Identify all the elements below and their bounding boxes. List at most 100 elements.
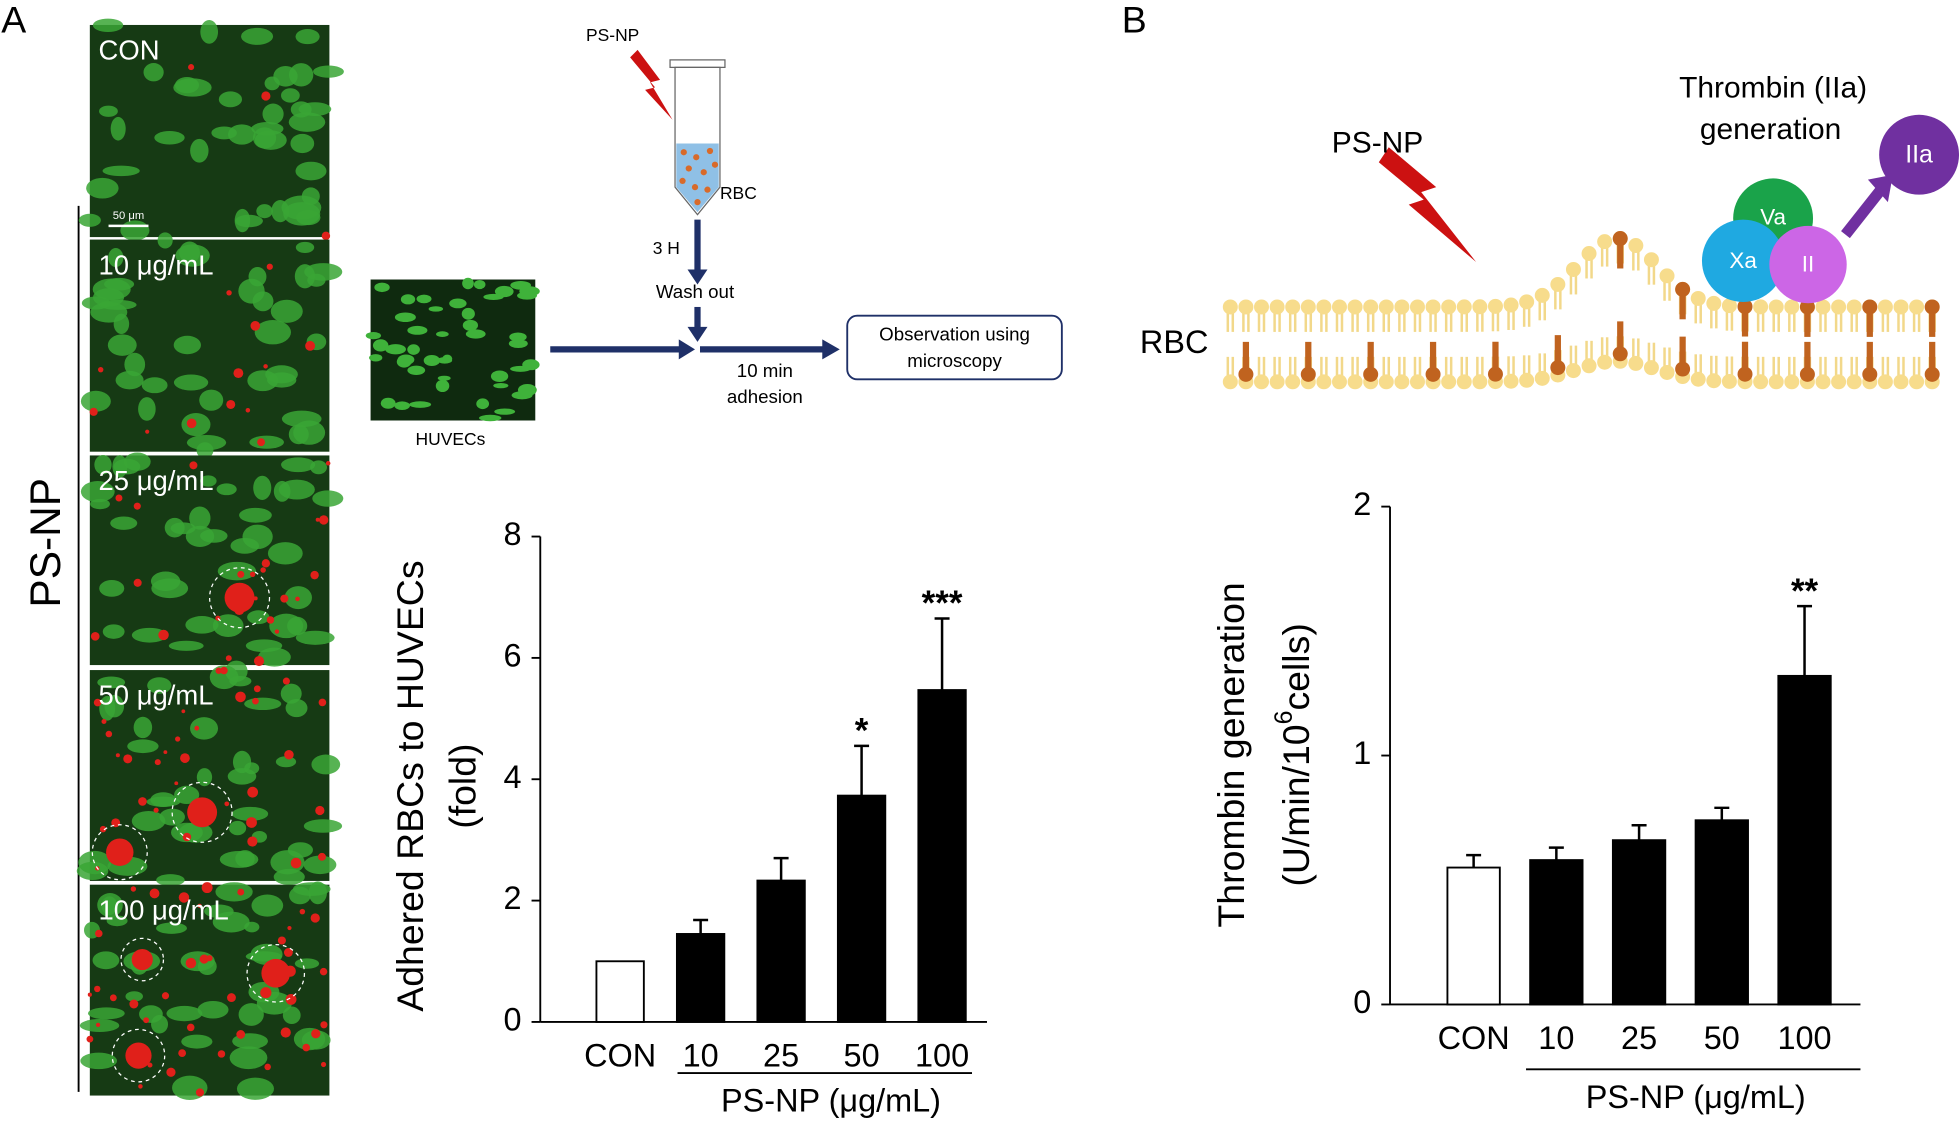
ps-head [1799, 366, 1815, 382]
cell [186, 434, 227, 451]
rbc [166, 1067, 176, 1077]
cell [80, 1052, 118, 1070]
cell [479, 414, 502, 422]
lipid-head [1706, 295, 1722, 311]
rbc [261, 559, 271, 568]
cell [294, 264, 316, 289]
cell [147, 677, 172, 694]
rbc [311, 1029, 321, 1039]
cell [281, 457, 316, 473]
ps-head [1862, 366, 1878, 382]
cell [110, 516, 138, 530]
cell [258, 647, 291, 667]
cell [217, 561, 257, 581]
cell [400, 294, 416, 305]
x-axis-label: PS-NP (μg/mL) [1586, 1079, 1806, 1115]
cell [312, 490, 344, 507]
ps-head [1425, 366, 1441, 382]
cell [397, 354, 415, 365]
cell [264, 76, 280, 91]
cell [290, 133, 315, 154]
cell [215, 882, 253, 902]
cell [281, 410, 322, 428]
cell [295, 29, 320, 45]
rbc [315, 805, 325, 816]
cell [380, 397, 396, 409]
bar [595, 960, 645, 1023]
cell [229, 1046, 268, 1070]
lipid-head [1269, 299, 1285, 315]
rbc-dots [679, 147, 719, 206]
lightning [1378, 147, 1477, 263]
y-tick-label: 2 [504, 880, 522, 916]
cell [374, 282, 390, 293]
cell [407, 365, 426, 376]
bar [917, 689, 967, 1023]
title-label: Thrombin (IIa) [1679, 72, 1867, 105]
error-bar [1714, 806, 1730, 821]
rbc [325, 461, 331, 466]
rbc [235, 691, 246, 703]
cell [98, 299, 137, 310]
error-bar [1797, 604, 1813, 676]
cell [86, 177, 119, 199]
cell [278, 479, 315, 500]
rbc [158, 629, 169, 641]
lipid-head [1721, 373, 1737, 389]
cell [199, 389, 224, 411]
cell [199, 475, 217, 487]
iia [1879, 114, 1959, 195]
cell [189, 506, 211, 530]
time-label: 3 H [653, 238, 680, 258]
y-axis-label: Thrombin generation [1210, 582, 1252, 927]
cell [449, 298, 467, 309]
rbc-cluster [187, 797, 218, 828]
scale-bar-label: 50 μm [113, 210, 144, 222]
error-bar [1631, 823, 1647, 841]
rbc [138, 1084, 143, 1089]
cell [407, 325, 428, 335]
cell [102, 624, 125, 639]
rbc [302, 1043, 311, 1052]
lipid-head [1316, 299, 1332, 315]
lipid-head [1846, 299, 1862, 315]
rbc [97, 366, 104, 373]
lipid-head [1222, 299, 1238, 315]
cell [166, 1005, 203, 1022]
lipid-head [1347, 374, 1363, 390]
cell [139, 1005, 163, 1023]
rbc [283, 948, 293, 957]
x-tick-label: CON [1438, 1020, 1510, 1056]
lipid-head [1893, 299, 1909, 315]
cell [290, 101, 312, 118]
lipid-head [1300, 299, 1316, 315]
cell [102, 165, 140, 177]
cell [131, 810, 166, 832]
lipid-head [1456, 299, 1472, 315]
lipid-head [1456, 374, 1472, 390]
highlight [91, 824, 148, 881]
lipid-head [1753, 374, 1769, 390]
cell [80, 481, 115, 503]
cell [509, 332, 527, 342]
lipid-head [1378, 374, 1394, 390]
y-axis-label: Adhered RBCs to HUVECs [389, 560, 431, 1011]
ps-head [1862, 299, 1878, 315]
rbc [310, 570, 319, 580]
ps-head [1612, 231, 1628, 247]
cell [234, 208, 251, 233]
lipid-head [1768, 299, 1784, 315]
rbc [319, 967, 328, 976]
rbc [105, 730, 113, 738]
cell [179, 241, 200, 264]
lipid-head [1753, 299, 1769, 315]
cell [143, 62, 164, 82]
lipid-head [1394, 299, 1410, 315]
cell [287, 616, 308, 636]
rbc [174, 781, 179, 786]
cell [185, 616, 219, 634]
cell [110, 116, 126, 141]
cell [294, 958, 320, 969]
lipid-head [1565, 363, 1581, 379]
cell [308, 881, 327, 905]
